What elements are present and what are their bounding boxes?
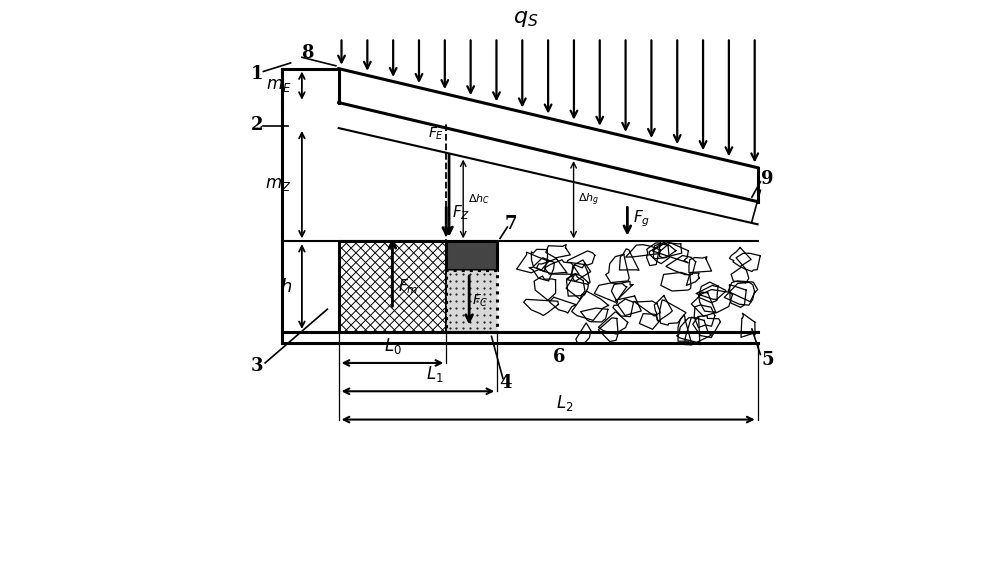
Bar <box>446 271 497 332</box>
Text: 5: 5 <box>761 351 774 369</box>
Bar <box>446 241 497 271</box>
Text: $\Delta h_C$: $\Delta h_C$ <box>468 192 490 206</box>
Text: $F_Z$: $F_Z$ <box>452 203 470 223</box>
Text: $F_m$: $F_m$ <box>398 277 419 296</box>
Text: 2: 2 <box>250 116 263 134</box>
Text: 8: 8 <box>301 44 314 62</box>
Text: $F_E$: $F_E$ <box>428 125 445 142</box>
Text: 3: 3 <box>250 357 263 375</box>
Text: $h$: $h$ <box>280 277 292 295</box>
Text: $F_C$: $F_C$ <box>472 293 489 309</box>
Text: $q_S$: $q_S$ <box>513 7 538 29</box>
Text: $L_2$: $L_2$ <box>556 393 574 413</box>
Text: $L_1$: $L_1$ <box>426 365 444 384</box>
Text: 1: 1 <box>250 65 263 83</box>
Text: $F_g$: $F_g$ <box>633 208 650 229</box>
Text: 9: 9 <box>761 170 774 188</box>
Text: $L_0$: $L_0$ <box>384 336 401 356</box>
Text: 4: 4 <box>499 374 512 392</box>
Text: $m_Z$: $m_Z$ <box>265 176 292 193</box>
Text: $m_E$: $m_E$ <box>266 77 292 94</box>
Bar <box>339 241 446 332</box>
Text: $\Delta h_g$: $\Delta h_g$ <box>578 191 599 208</box>
Text: 7: 7 <box>505 215 518 234</box>
Text: 6: 6 <box>553 349 566 366</box>
